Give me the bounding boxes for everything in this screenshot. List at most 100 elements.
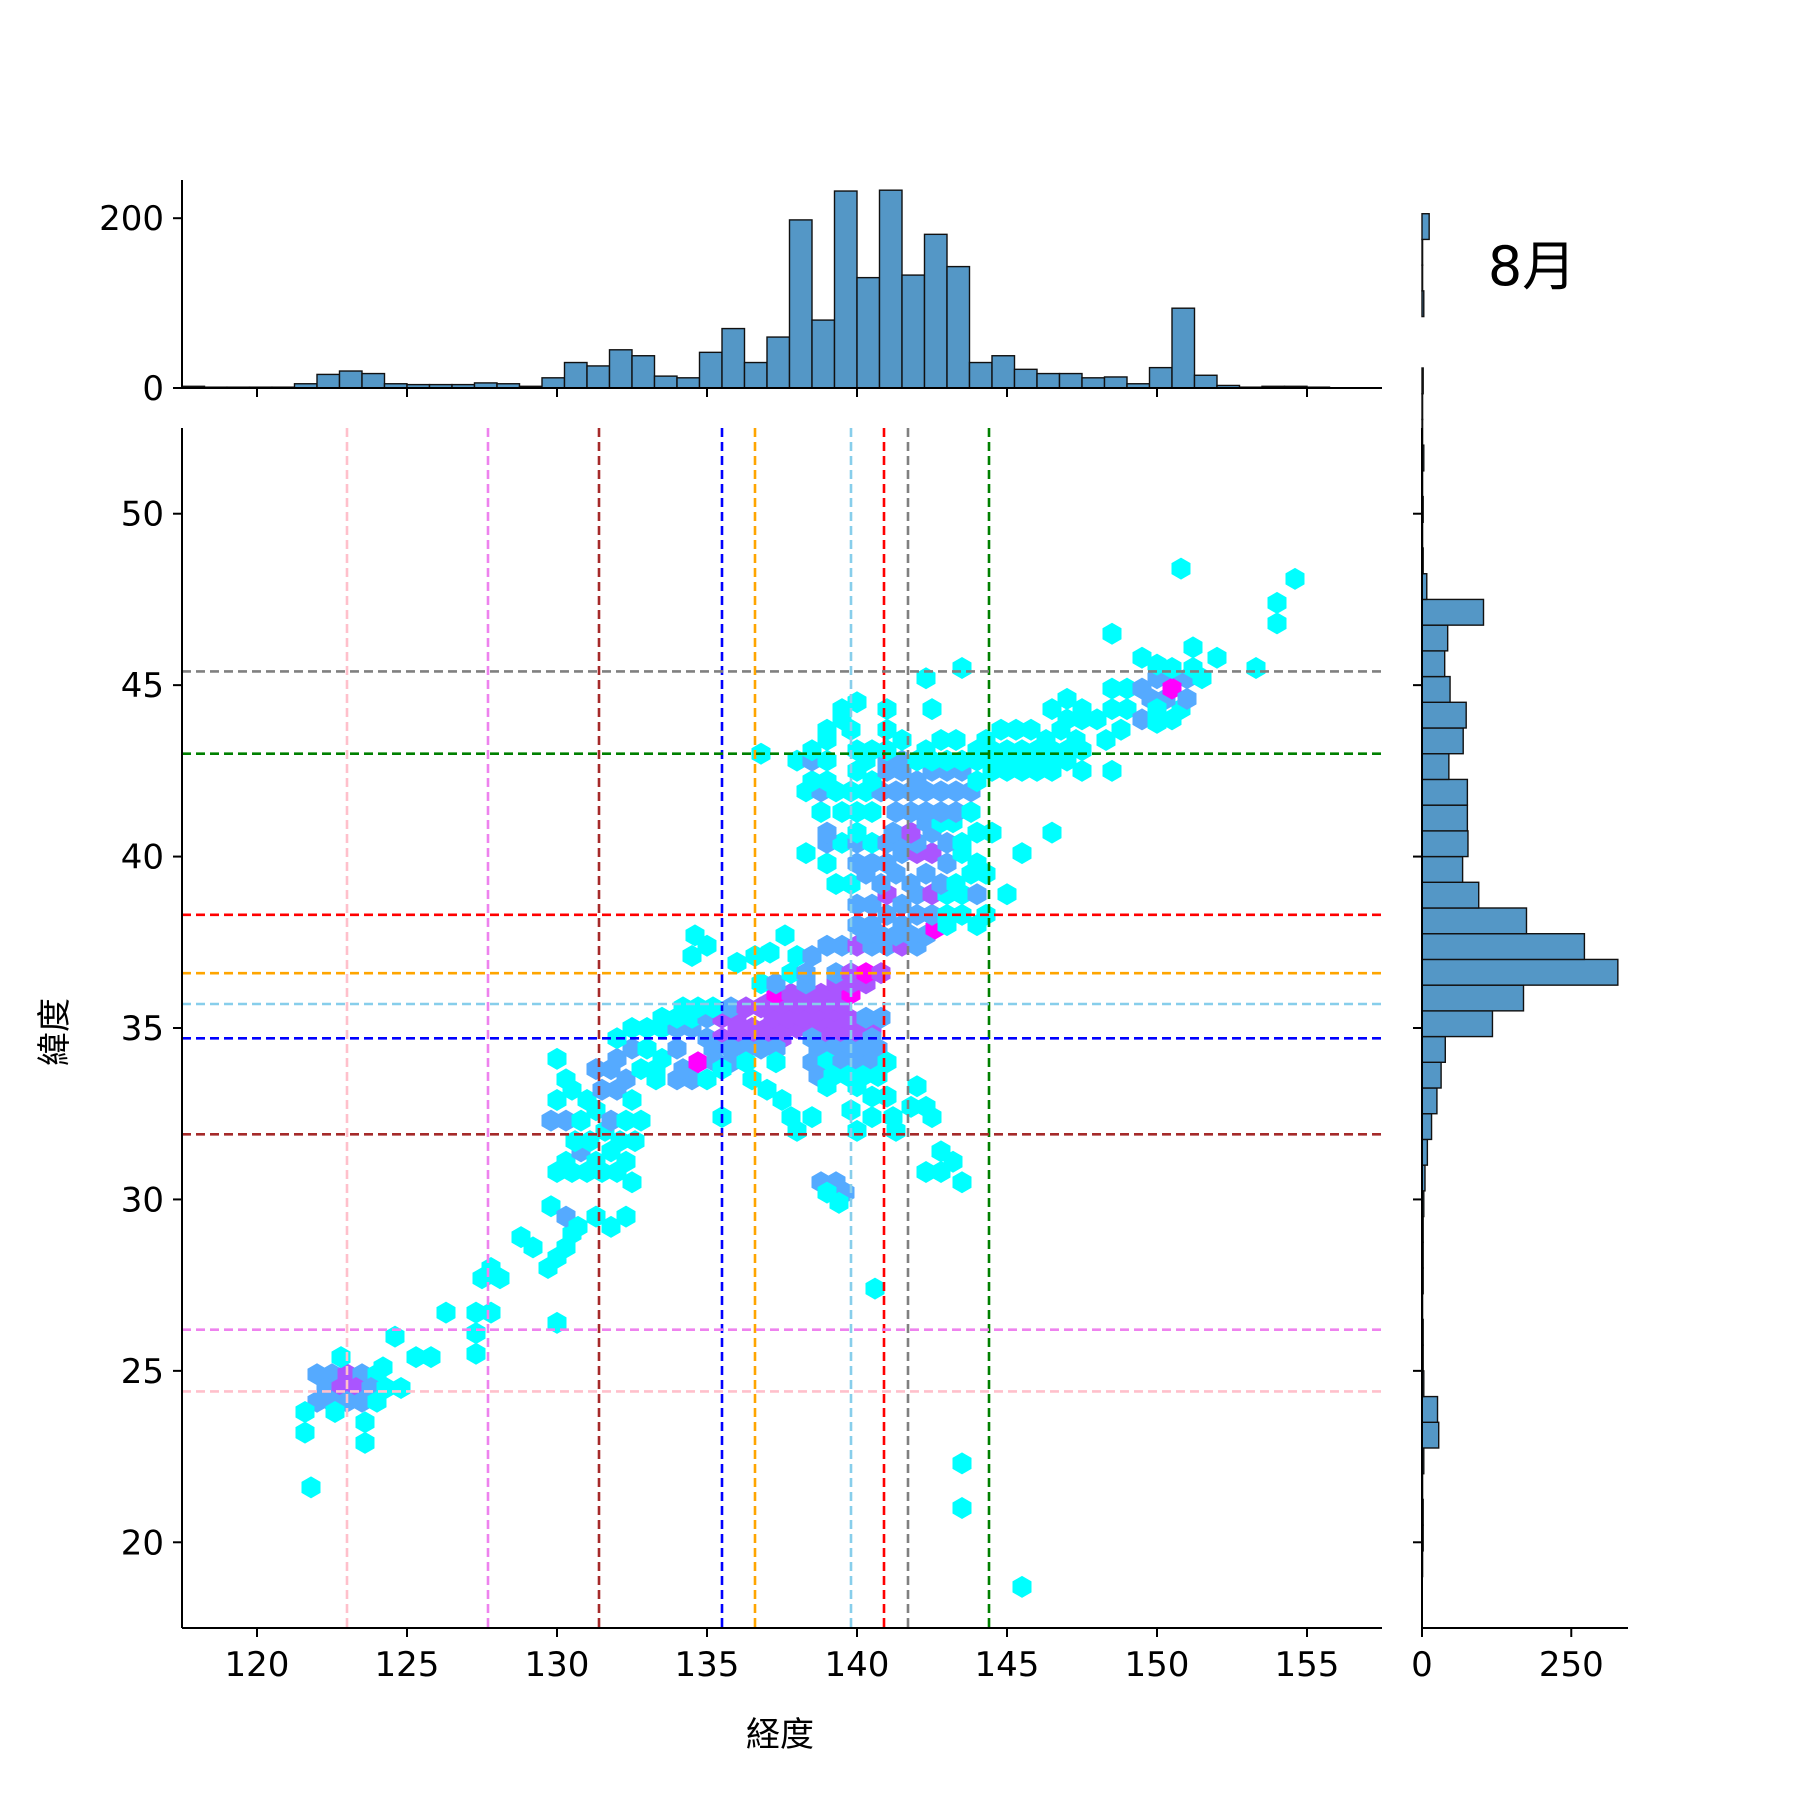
hex-cell bbox=[1171, 557, 1191, 580]
histogram-bar bbox=[1421, 1010, 1494, 1038]
histogram-bar bbox=[1421, 624, 1449, 652]
hex-cell bbox=[616, 1150, 636, 1173]
hex-cell bbox=[787, 1119, 807, 1142]
hex-cell bbox=[1042, 698, 1062, 721]
hex-cell bbox=[796, 842, 816, 865]
hex-cell bbox=[817, 821, 837, 844]
histogram-bar bbox=[586, 365, 611, 389]
hex-cell bbox=[631, 1058, 651, 1081]
hex-cell bbox=[1057, 687, 1077, 710]
histogram-bar bbox=[1193, 374, 1218, 389]
histogram-bar bbox=[1058, 372, 1083, 389]
hex-cell bbox=[295, 1401, 315, 1423]
histogram-bar bbox=[878, 189, 903, 389]
hex-cell bbox=[622, 1171, 642, 1194]
histogram-bar bbox=[1421, 675, 1451, 703]
hex-cell bbox=[556, 1068, 576, 1091]
histogram-bar bbox=[1421, 393, 1424, 421]
hex-cell bbox=[817, 718, 837, 741]
hex-cell bbox=[466, 1322, 486, 1345]
hex-cell bbox=[829, 1191, 849, 1214]
hex-cell bbox=[1021, 718, 1041, 741]
hex-cell bbox=[901, 1095, 921, 1118]
x-tick-label: 135 bbox=[675, 1645, 740, 1685]
hex-cell bbox=[937, 914, 957, 937]
hex-cell bbox=[877, 852, 897, 875]
hex-cell bbox=[1177, 687, 1197, 710]
histogram-bar bbox=[1421, 1087, 1438, 1115]
hex-cell bbox=[1192, 667, 1212, 690]
histogram-bar bbox=[676, 377, 701, 389]
histogram-bar bbox=[1421, 984, 1525, 1012]
hex-cell bbox=[931, 729, 951, 751]
y-tick-label: 45 bbox=[121, 666, 164, 706]
hex-cell bbox=[760, 941, 780, 964]
hex-cell bbox=[616, 1109, 636, 1132]
histogram-bar bbox=[361, 372, 386, 389]
hex-cell bbox=[565, 1130, 585, 1153]
hex-cell bbox=[901, 801, 921, 823]
hex-cell bbox=[946, 780, 966, 803]
hex-cell bbox=[568, 1215, 588, 1238]
hex-cell bbox=[901, 821, 921, 844]
hex-cell bbox=[931, 780, 951, 803]
hex-cell bbox=[907, 770, 927, 793]
hex-cell bbox=[541, 1109, 561, 1132]
hex-cell bbox=[616, 1205, 636, 1228]
histogram-bar bbox=[788, 219, 813, 389]
hex-cell bbox=[688, 996, 708, 1019]
hex-cell bbox=[967, 821, 987, 844]
hex-cell bbox=[811, 982, 831, 1005]
histogram-bar bbox=[743, 361, 768, 389]
x-tick-label: 145 bbox=[975, 1645, 1040, 1685]
hex-cell bbox=[916, 801, 936, 823]
hex-cell bbox=[466, 1342, 486, 1365]
histogram-bar bbox=[1421, 238, 1424, 266]
histogram-bar bbox=[766, 336, 791, 389]
hex-cell bbox=[856, 1006, 876, 1029]
hex-cell bbox=[811, 801, 831, 823]
hex-cell bbox=[916, 1161, 936, 1183]
hex-cell bbox=[967, 770, 987, 793]
hex-cell bbox=[385, 1325, 405, 1348]
histogram-bar bbox=[316, 373, 341, 389]
hex-cell bbox=[862, 914, 882, 937]
hex-cell bbox=[817, 770, 837, 793]
hex-cell bbox=[1012, 842, 1032, 865]
x-tick-label: 140 bbox=[825, 1645, 890, 1685]
hex-cell bbox=[865, 1277, 885, 1300]
hex-cell bbox=[466, 1301, 486, 1324]
histogram-bar bbox=[1421, 264, 1424, 292]
hex-cell bbox=[1006, 718, 1026, 741]
histogram-bar bbox=[1421, 1395, 1439, 1423]
hex-cell bbox=[997, 739, 1017, 762]
hex-cell bbox=[1102, 759, 1122, 782]
hex-cell bbox=[922, 698, 942, 721]
hex-cell bbox=[295, 1421, 315, 1444]
histogram-bar bbox=[1421, 727, 1464, 755]
hex-cell bbox=[1285, 567, 1305, 590]
histogram-bar bbox=[721, 327, 746, 389]
hex-cell bbox=[1147, 698, 1167, 721]
hex-cell bbox=[937, 852, 957, 875]
histogram-bar bbox=[1421, 598, 1485, 626]
hex-cell bbox=[586, 1058, 606, 1081]
histogram-bar bbox=[1171, 307, 1196, 389]
hex-cell bbox=[916, 862, 936, 885]
hex-cell bbox=[787, 945, 807, 967]
hex-cell bbox=[961, 801, 981, 823]
hex-cell bbox=[646, 1068, 666, 1091]
hex-cell bbox=[727, 1017, 747, 1039]
histogram-bar bbox=[1421, 907, 1528, 935]
histogram-bar bbox=[563, 361, 588, 389]
hex-cell bbox=[631, 1109, 651, 1132]
month-label: 8月 bbox=[1488, 235, 1576, 298]
hex-cell bbox=[1012, 739, 1032, 762]
hex-cell bbox=[1072, 759, 1092, 782]
hex-cell bbox=[916, 667, 936, 690]
hex-cell bbox=[1162, 657, 1182, 679]
hexbin-cells bbox=[295, 557, 1305, 1598]
hex-cell bbox=[673, 1058, 693, 1081]
hex-cell bbox=[652, 1006, 672, 1029]
histogram-bar bbox=[1421, 701, 1467, 729]
